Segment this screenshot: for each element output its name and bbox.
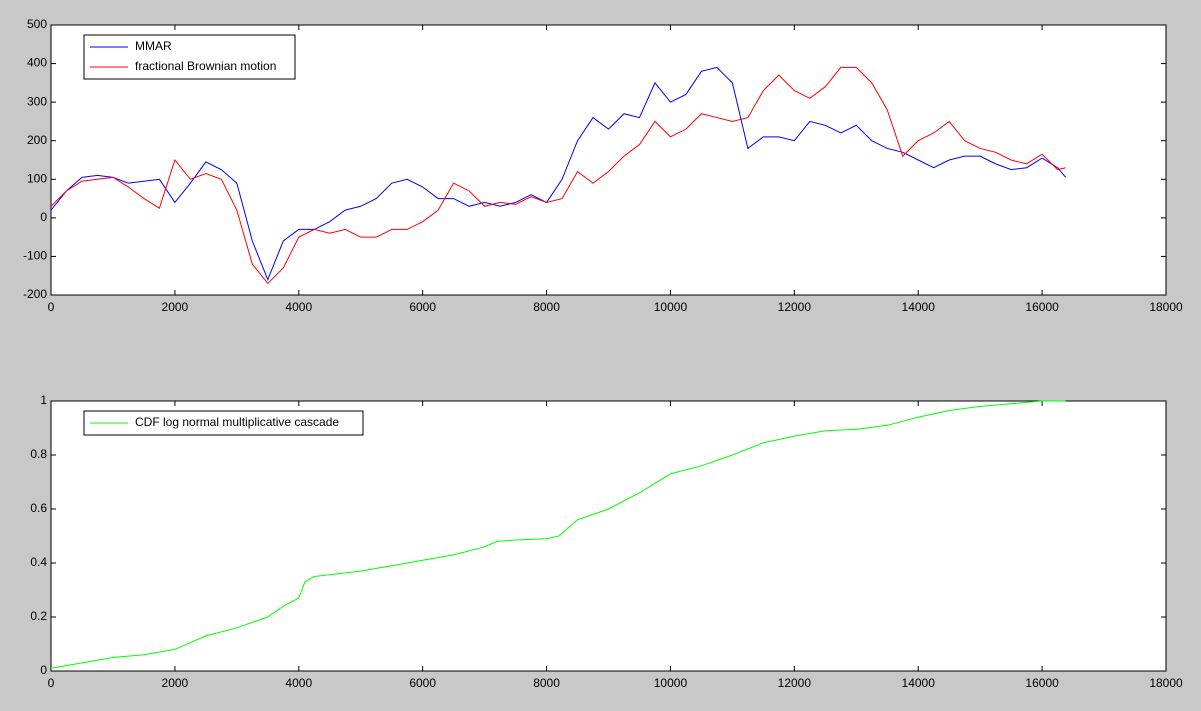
- x-tick-label: 2000: [162, 300, 189, 314]
- y-tick-label: 100: [27, 171, 47, 185]
- x-tick-label: 12000: [778, 676, 812, 690]
- x-tick-label: 4000: [285, 676, 312, 690]
- legend-box: [83, 34, 296, 80]
- y-tick-label: 200: [27, 133, 47, 147]
- x-tick-label: 0: [48, 300, 55, 314]
- legend-box: [83, 410, 364, 436]
- x-tick-label: 8000: [533, 300, 560, 314]
- legend-label: MMAR: [135, 39, 172, 53]
- data-line: [50, 400, 1066, 669]
- x-tick-label: 0: [48, 676, 55, 690]
- x-tick-label: 12000: [778, 300, 812, 314]
- y-tick-label: 400: [27, 56, 47, 70]
- y-tick-label: 0.6: [30, 501, 47, 515]
- x-tick-label: 10000: [654, 676, 688, 690]
- legend-label: fractional Brownian motion: [135, 59, 276, 73]
- x-tick-label: 16000: [1025, 300, 1059, 314]
- y-tick-label: -200: [23, 287, 47, 301]
- y-tick-label: 0: [40, 210, 47, 224]
- x-tick-label: 18000: [1149, 676, 1183, 690]
- x-tick-label: 18000: [1149, 300, 1183, 314]
- y-tick-label: 300: [27, 94, 47, 108]
- y-tick-label: 0.4: [30, 555, 47, 569]
- y-tick-label: 0.2: [30, 609, 47, 623]
- x-tick-label: 6000: [409, 300, 436, 314]
- x-tick-label: 2000: [162, 676, 189, 690]
- x-tick-label: 14000: [902, 676, 936, 690]
- x-tick-label: 14000: [902, 300, 936, 314]
- y-tick-label: 0: [40, 663, 47, 677]
- legend-label: CDF log normal multiplicative cascade: [135, 415, 339, 429]
- y-tick-label: 500: [27, 17, 47, 31]
- x-tick-label: 8000: [533, 676, 560, 690]
- x-tick-label: 4000: [285, 300, 312, 314]
- y-tick-label: -100: [23, 249, 47, 263]
- data-line: [50, 66, 1066, 285]
- x-tick-label: 16000: [1025, 676, 1059, 690]
- x-tick-label: 6000: [409, 676, 436, 690]
- y-tick-label: 1: [40, 393, 47, 407]
- axes: [50, 400, 1167, 672]
- data-line: [50, 66, 1067, 281]
- x-tick-label: 10000: [654, 300, 688, 314]
- y-tick-label: 0.8: [30, 447, 47, 461]
